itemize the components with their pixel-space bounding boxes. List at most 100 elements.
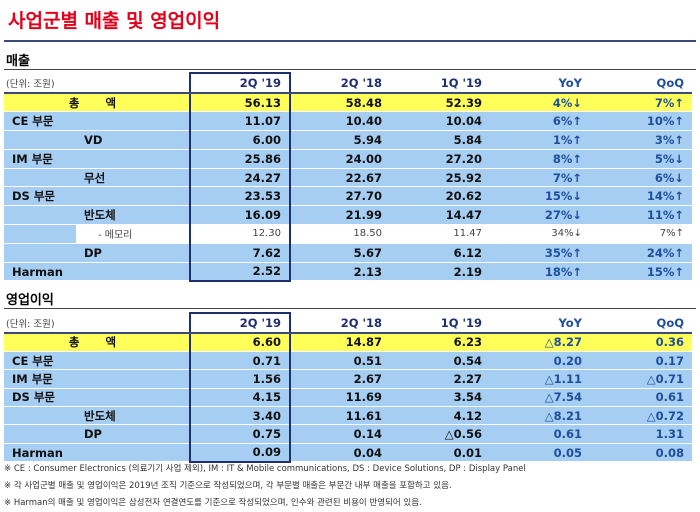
note: ※ 각 사업군별 매출 및 영업이익은 2019년 조직 기준으로 작성되었으며… <box>4 481 452 491</box>
row-label: VD <box>76 130 190 150</box>
row-label: 총 액 <box>4 333 190 352</box>
title: 사업군별 매출 및 영업이익 <box>8 10 221 32</box>
row-label: IM 부문 <box>4 369 190 389</box>
row-label: Harman <box>4 443 190 463</box>
column-header: YoY <box>490 73 590 94</box>
column-header: 1Q '19 <box>390 73 490 94</box>
cell: 12.30 <box>189 224 291 244</box>
cell: 0.20 <box>490 351 590 371</box>
column-header: 1Q '19 <box>390 313 490 334</box>
row-label: Harman <box>4 262 190 282</box>
cell: 58.48 <box>290 93 390 113</box>
cell: 6.23 <box>390 333 490 352</box>
blank <box>4 406 76 426</box>
cell: 0.08 <box>590 443 692 463</box>
row-label: DP <box>76 243 190 263</box>
cell: 11.47 <box>390 224 490 244</box>
cell: 4.12 <box>390 406 490 426</box>
row: CE 부문 0.71 0.51 0.54 0.20 0.17 <box>4 351 692 371</box>
cell: 0.05 <box>490 443 590 463</box>
blank <box>4 130 76 150</box>
cell: 1.31 <box>590 424 692 444</box>
column-header: 2Q '19 <box>189 312 291 334</box>
cell: 0.01 <box>390 443 490 463</box>
header-row: (단위: 조원) 2Q '19 2Q '18 1Q '19 YoY QoQ <box>4 312 692 334</box>
cell: 27%↓ <box>490 205 590 226</box>
row: DP 7.62 5.67 6.12 35%↑ 24%↑ <box>4 243 692 263</box>
row: - 메모리 12.30 18.50 11.47 34%↓ 7%↑ <box>4 224 692 244</box>
cell: 34%↓ <box>490 224 590 244</box>
blank <box>4 243 76 263</box>
cell: 11.07 <box>189 111 291 132</box>
section-title: 매출 <box>6 54 30 69</box>
cell: △0.71 <box>590 369 692 389</box>
column-header: 2Q '19 <box>189 72 291 94</box>
revenue-table: (단위: 조원) 2Q '19 2Q '18 1Q '19 YoY QoQ 총 액 56.13… <box>4 72 692 282</box>
row: IM 부문 25.86 24.00 27.20 8%↑ 5%↓ <box>4 149 692 169</box>
row-label: DS 부문 <box>4 186 190 207</box>
row: Harman 0.09 0.04 0.01 0.05 0.08 <box>4 443 692 463</box>
section-title: 영업이익 <box>6 293 54 308</box>
row: DS 부문 4.15 11.69 3.54 △7.54 0.61 <box>4 388 692 408</box>
cell: 5.94 <box>290 130 390 150</box>
cell: 0.17 <box>590 351 692 371</box>
cell: 6.60 <box>189 333 291 352</box>
column-header: 2Q '18 <box>290 73 390 94</box>
cell: 52.39 <box>390 93 490 113</box>
cell: 2.27 <box>390 369 490 389</box>
row-label: DS 부문 <box>4 388 190 408</box>
cell: 0.61 <box>590 388 692 408</box>
cell: 10%↑ <box>590 111 692 132</box>
row-label: 총 액 <box>4 93 190 113</box>
profit-table: (단위: 조원) 2Q '19 2Q '18 1Q '19 YoY QoQ 총 액 6.60 1… <box>4 312 692 463</box>
cell: 0.36 <box>590 333 692 352</box>
note: ※ Harman의 매출 및 영업이익은 삼성전자 연결연도를 기준으로 작성되… <box>4 498 422 508</box>
cell: 14.87 <box>290 333 390 352</box>
cell: 7%↑ <box>590 224 692 244</box>
cell: 6%↑ <box>490 111 590 132</box>
cell: 1%↑ <box>490 130 590 150</box>
column-header: YoY <box>490 313 590 334</box>
section-rule <box>4 308 696 309</box>
row: DP 0.75 0.14 △0.56 0.61 1.31 <box>4 424 692 444</box>
header-row: (단위: 조원) 2Q '19 2Q '18 1Q '19 YoY QoQ <box>4 72 692 94</box>
cell: 10.04 <box>390 111 490 132</box>
cell: 0.75 <box>189 424 291 444</box>
unit: (단위: 조원) <box>4 313 190 334</box>
cell: 5.84 <box>390 130 490 150</box>
cell: 24.27 <box>189 168 291 188</box>
cell: 6.12 <box>390 243 490 263</box>
blank <box>4 424 76 444</box>
cell: 14.47 <box>390 205 490 226</box>
cell: 11%↑ <box>590 205 692 226</box>
cell: 7.62 <box>189 243 291 263</box>
cell: 4.15 <box>189 388 291 408</box>
cell: 15%↑ <box>590 262 692 282</box>
cell: 24%↑ <box>590 243 692 263</box>
note: ※ CE : Consumer Electronics (의료기기 사업 제외)… <box>4 464 526 474</box>
cell: △7.54 <box>490 388 590 408</box>
row-label: - 메모리 <box>76 224 190 244</box>
cell: 25.92 <box>390 168 490 188</box>
cell: 14%↑ <box>590 186 692 207</box>
cell: 23.53 <box>189 186 291 207</box>
blank <box>4 224 76 244</box>
cell: 6%↓ <box>590 168 692 188</box>
cell: 3.40 <box>189 406 291 426</box>
cell: 2.19 <box>390 262 490 282</box>
row: 총 액 6.60 14.87 6.23 △8.27 0.36 <box>4 333 692 352</box>
cell: 2.13 <box>290 262 390 282</box>
cell: 5%↓ <box>590 149 692 169</box>
cell: 27.20 <box>390 149 490 169</box>
cell: 2.52 <box>189 262 291 282</box>
row: CE 부문 11.07 10.40 10.04 6%↑ 10%↑ <box>4 111 692 132</box>
section-rule <box>4 69 696 70</box>
cell: 7%↑ <box>490 168 590 188</box>
cell: 4%↓ <box>490 93 590 113</box>
row: VD 6.00 5.94 5.84 1%↑ 3%↑ <box>4 130 692 150</box>
cell: △0.72 <box>590 406 692 426</box>
cell: 1.56 <box>189 369 291 389</box>
row: 무선 24.27 22.67 25.92 7%↑ 6%↓ <box>4 168 692 188</box>
column-header: QoQ <box>590 73 692 94</box>
